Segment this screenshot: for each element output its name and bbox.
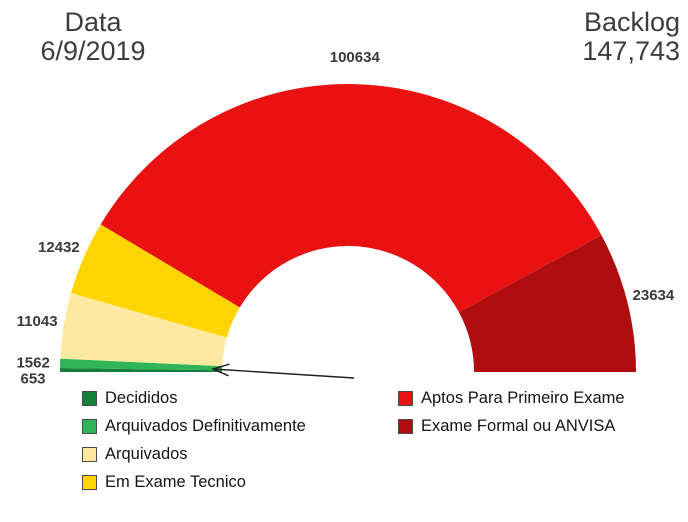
segment-value-label: 653 <box>20 371 45 388</box>
backlog-label: Backlog <box>583 7 680 37</box>
legend-item-decididos: Decididos <box>82 384 306 412</box>
legend-label: Decididos <box>105 388 178 407</box>
legend-label: Exame Formal ou ANVISA <box>421 416 616 435</box>
segment-exame-formal-ou-anvisa <box>458 235 636 372</box>
date-value: 6/9/2019 <box>40 36 146 66</box>
backlog-header: Backlog 147,743 <box>582 8 680 66</box>
segment-arquivados-definitivamente <box>60 358 223 371</box>
legend-item-exame-formal-ou-anvisa: Exame Formal ou ANVISA <box>398 412 625 440</box>
segment-value-label: 23634 <box>633 287 675 304</box>
legend-column: Aptos Para Primeiro Exame Exame Formal ou… <box>398 384 625 440</box>
legend-item-arquivados: Arquivados <box>82 440 306 468</box>
legend-label: Aptos Para Primeiro Exame <box>421 388 625 407</box>
segment-em-exame-tecnico <box>71 224 240 338</box>
legend-column: Decididos Arquivados Definitivamente Arqui… <box>82 384 306 496</box>
legend-label: Arquivados <box>105 444 188 463</box>
segment-aptos-para-primeiro-exame <box>100 84 602 313</box>
legend-label: Em Exame Tecnico <box>105 472 246 491</box>
legend-swatch-icon <box>398 418 413 434</box>
legend-swatch-icon <box>82 418 97 434</box>
legend-swatch-icon <box>82 446 97 462</box>
legend-item-em-exame-tecnico: Em Exame Tecnico <box>82 468 306 496</box>
segment-decididos <box>60 368 223 372</box>
segment-arquivados <box>60 293 227 367</box>
segment-value-label: 1562 <box>16 355 49 372</box>
legend-item-arquivados-definitivamente: Arquivados Definitivamente <box>82 412 306 440</box>
legend-swatch-icon <box>398 390 413 406</box>
annotation-arrow <box>210 363 355 379</box>
legend-swatch-icon <box>82 390 97 406</box>
backlog-value: 147,743 <box>582 36 680 66</box>
segment-value-label: 12432 <box>38 239 80 256</box>
date-label: Data <box>64 7 122 37</box>
legend-item-aptos-para-primeiro-exame: Aptos Para Primeiro Exame <box>398 384 625 412</box>
date-header: Data 6/9/2019 <box>18 8 168 66</box>
legend-label: Arquivados Definitivamente <box>105 416 306 435</box>
chart-legend: Decididos Arquivados Definitivamente Arqui… <box>0 384 688 514</box>
segment-value-label: 11043 <box>17 313 58 330</box>
legend-swatch-icon <box>82 474 97 490</box>
segment-value-label: 100634 <box>330 49 381 66</box>
